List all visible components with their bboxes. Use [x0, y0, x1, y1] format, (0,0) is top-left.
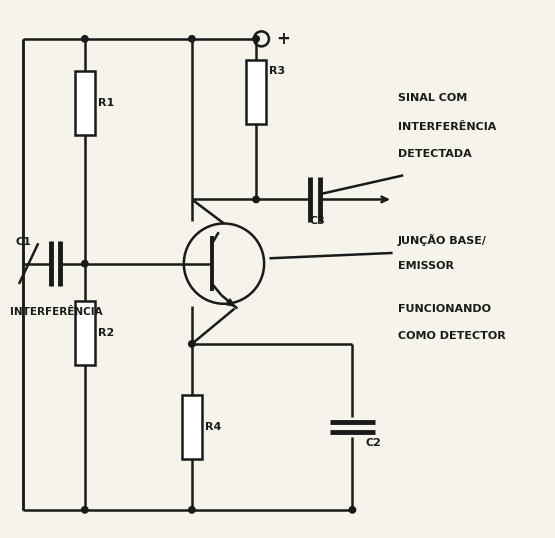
Bar	[75, 71, 95, 135]
Text: R1: R1	[98, 98, 114, 108]
Text: R4: R4	[205, 422, 221, 432]
Circle shape	[82, 36, 88, 42]
Text: INTERFERÊNCIA: INTERFERÊNCIA	[10, 307, 103, 317]
Circle shape	[253, 36, 259, 42]
Text: R2: R2	[98, 328, 114, 338]
Circle shape	[189, 507, 195, 513]
Circle shape	[253, 196, 259, 203]
Text: +: +	[276, 30, 290, 48]
Circle shape	[82, 507, 88, 513]
Text: C1: C1	[15, 237, 31, 247]
Text: R3: R3	[270, 66, 286, 76]
Bar	[181, 395, 202, 459]
Text: SINAL COM: SINAL COM	[398, 93, 467, 103]
Text: FUNCIONANDO: FUNCIONANDO	[398, 304, 491, 314]
Text: INTERFERÊNCIA: INTERFERÊNCIA	[398, 122, 496, 132]
Text: COMO DETECTOR: COMO DETECTOR	[398, 331, 506, 341]
Circle shape	[189, 36, 195, 42]
Circle shape	[349, 507, 356, 513]
Text: JUNÇÃO BASE/: JUNÇÃO BASE/	[398, 233, 487, 246]
Text: EMISSOR: EMISSOR	[398, 261, 454, 271]
Text: C2: C2	[366, 438, 382, 448]
Circle shape	[82, 260, 88, 267]
Bar	[246, 60, 266, 124]
Bar	[75, 301, 95, 365]
Text: C3: C3	[310, 216, 325, 226]
Text: DETECTADA: DETECTADA	[398, 149, 472, 159]
Circle shape	[189, 341, 195, 347]
